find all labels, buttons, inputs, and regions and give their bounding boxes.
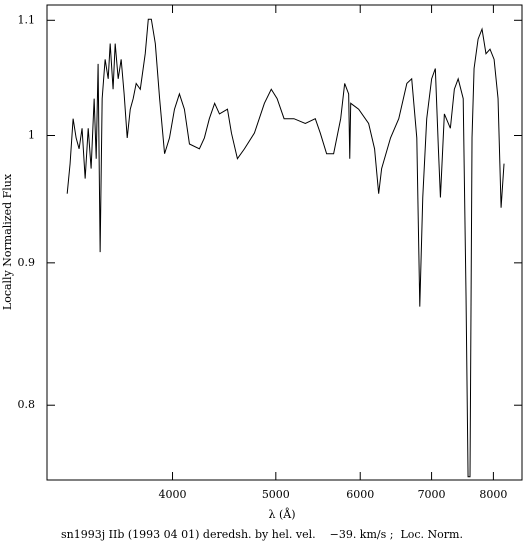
y-tick-label: 1 [28, 128, 35, 141]
x-tick-label: 6000 [346, 488, 374, 501]
y-tick-label: 0.9 [18, 256, 36, 269]
y-tick-label: 0.8 [18, 398, 36, 411]
y-tick-label: 1.1 [18, 13, 36, 26]
x-tick-label: 4000 [159, 488, 187, 501]
x-tick-label: 8000 [479, 488, 507, 501]
plot-frame [46, 4, 523, 481]
x-tick-label: 5000 [262, 488, 290, 501]
caption: sn1993j IIb (1993 04 01) deredsh. by hel… [61, 528, 463, 541]
x-axis-label: λ (Å) [269, 507, 296, 521]
spectrum-line [66, 18, 505, 478]
x-tick-label: 7000 [418, 488, 446, 501]
y-axis-label: Locally Normalized Flux [1, 173, 14, 310]
